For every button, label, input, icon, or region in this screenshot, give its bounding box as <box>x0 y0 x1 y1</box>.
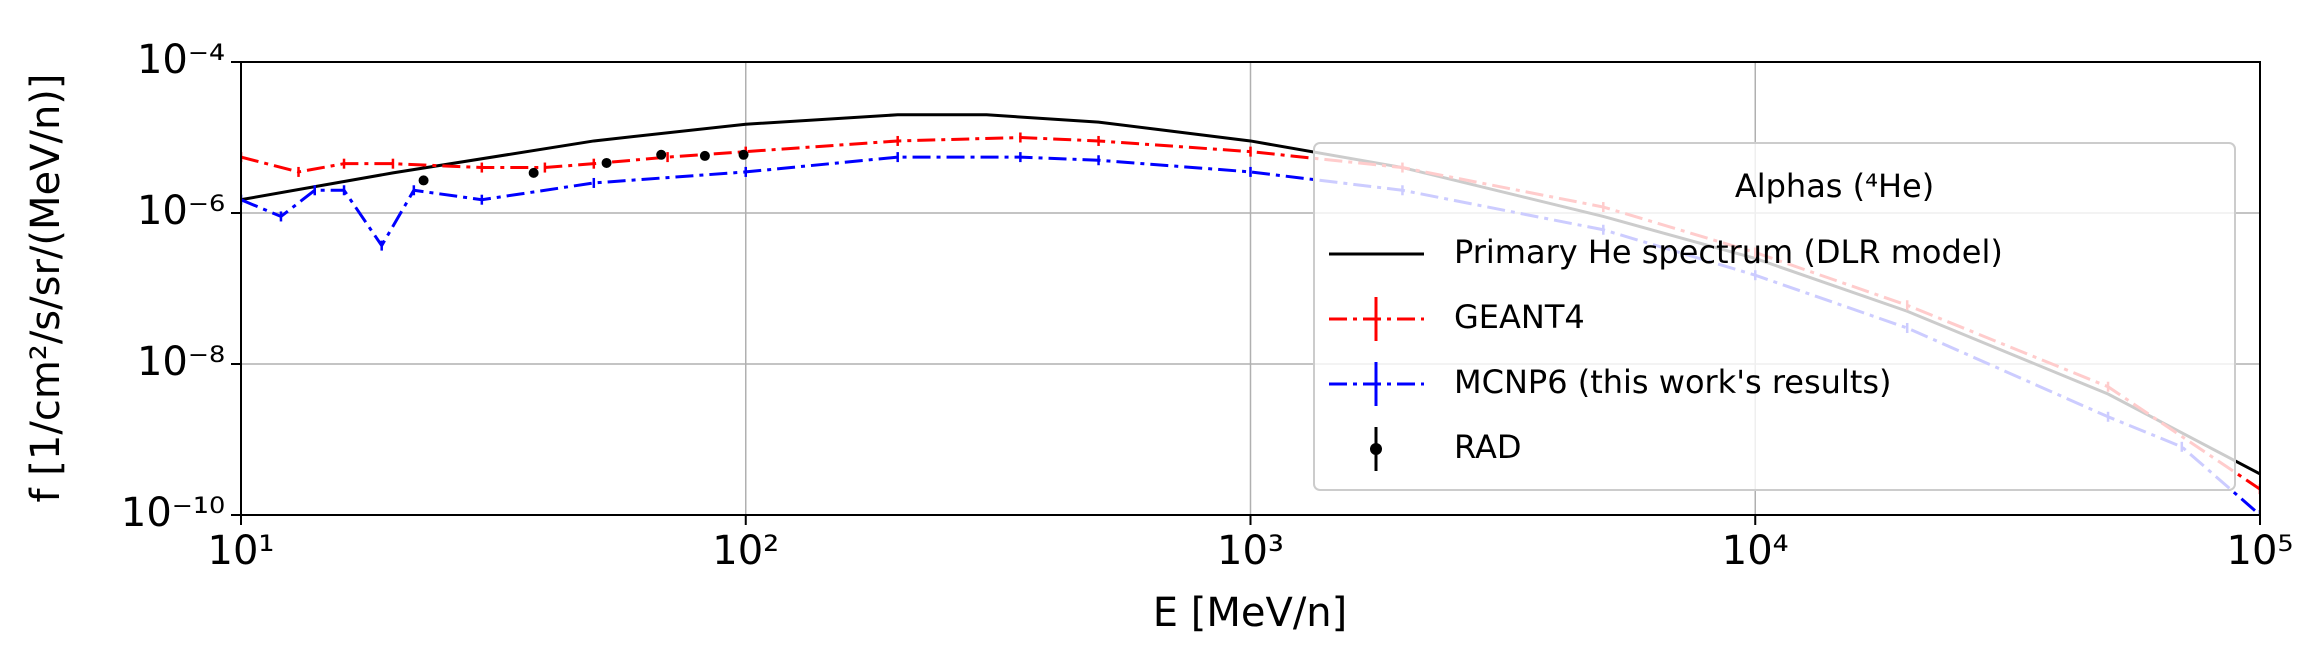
x-tick-label: 10² <box>712 528 779 574</box>
plot-frame <box>240 61 2261 516</box>
legend-title: Alphas (⁴He) <box>1735 167 1934 205</box>
data-point <box>528 167 539 178</box>
y-tick-label: 10⁻⁴ <box>137 37 225 83</box>
data-point <box>699 150 710 161</box>
x-axis-label: E [MeV/n] <box>1153 590 1348 636</box>
data-point <box>656 149 667 160</box>
data-point <box>418 175 429 186</box>
y-tick-label: 10⁻⁶ <box>137 188 225 234</box>
legend-label: MCNP6 (this work's results) <box>1454 363 1892 401</box>
y-axis-label: f [1/cm²/s/sr/(MeV/n)] <box>23 73 69 502</box>
legend-label: Primary He spectrum (DLR model) <box>1454 233 2003 271</box>
y-tick-label: 10⁻¹⁰ <box>121 490 225 536</box>
x-tick-label: 10⁴ <box>1722 528 1789 574</box>
x-tick-label: 10¹ <box>208 528 275 574</box>
x-tick-label: 10⁵ <box>2227 528 2294 574</box>
data-point <box>601 157 612 168</box>
y-tick-label: 10⁻⁸ <box>137 339 225 385</box>
legend-label: GEANT4 <box>1454 298 1585 336</box>
x-tick-label: 10³ <box>1217 528 1284 574</box>
legend-label: RAD <box>1454 428 1521 466</box>
data-point <box>738 149 749 160</box>
legend-box <box>1313 142 2236 491</box>
legend-marker <box>1370 443 1382 455</box>
